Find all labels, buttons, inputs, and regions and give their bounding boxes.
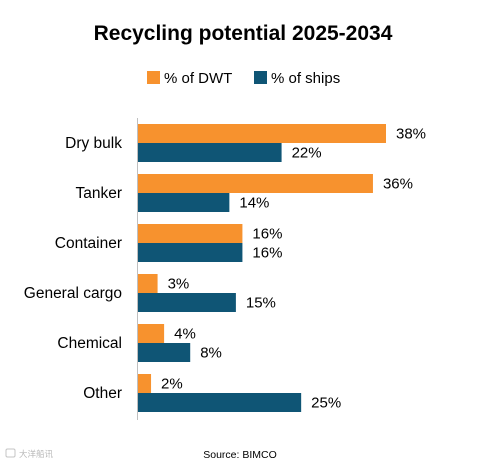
data-label: 16%	[252, 226, 282, 243]
bar	[138, 343, 191, 362]
plot-area: Dry bulk 38% 22% Tanker 36% 14% Container 16% 16…	[24, 124, 426, 412]
bar	[138, 224, 243, 243]
data-label: 2%	[161, 376, 183, 393]
watermark-text: 大洋船讯	[19, 449, 54, 460]
legend-label-dwt: % of DWT	[164, 70, 232, 87]
category-label: Tanker	[75, 185, 122, 202]
data-label: 3%	[168, 276, 190, 293]
data-label: 15%	[246, 295, 276, 312]
chart-title: Recycling potential 2025-2034	[94, 22, 393, 45]
bar	[138, 124, 386, 143]
source-note: Source: BIMCO	[203, 449, 277, 461]
bar	[138, 324, 165, 343]
data-label: 16%	[252, 245, 282, 262]
bar	[138, 293, 236, 312]
bar	[138, 193, 230, 212]
data-label: 14%	[239, 195, 269, 212]
watermark: 大洋船讯	[5, 448, 54, 460]
bar	[138, 274, 158, 293]
category-label: Dry bulk	[65, 135, 122, 152]
data-label: 25%	[311, 395, 341, 412]
bar	[138, 243, 243, 262]
category-label: Other	[83, 385, 122, 402]
data-label: 8%	[200, 345, 222, 362]
watermark-logo	[5, 448, 16, 458]
bar	[138, 393, 302, 412]
data-label: 38%	[396, 126, 426, 143]
data-label: 36%	[383, 176, 413, 193]
category-label: Container	[55, 235, 122, 252]
bar	[138, 174, 373, 193]
bar	[138, 374, 152, 393]
bar	[138, 143, 282, 162]
legend-swatch-dwt	[147, 71, 160, 84]
data-label: 4%	[174, 326, 196, 343]
category-label: General cargo	[24, 285, 122, 302]
data-label: 22%	[292, 145, 322, 162]
category-label: Chemical	[57, 335, 122, 352]
legend-swatch-ships	[254, 71, 267, 84]
legend-label-ships: % of ships	[271, 70, 340, 87]
legend: % of DWT % of ships	[147, 70, 340, 87]
